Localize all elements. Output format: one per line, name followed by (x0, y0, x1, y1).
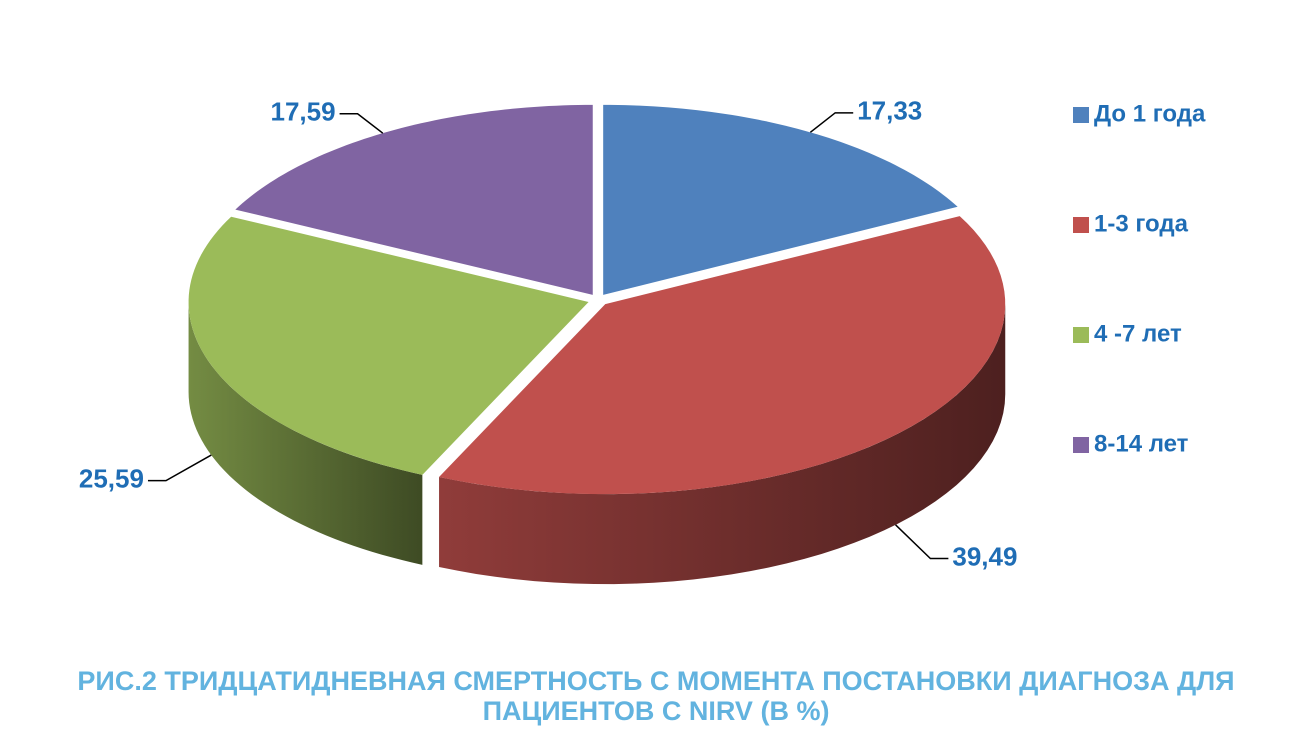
chart: 17,33 39,49 25,59 17,59 До 1 года 1-3 года 4 -… (79, 96, 1206, 585)
chart-title: РИС.2 ТРИДЦАТИДНЕВНАЯ СМЕРТНОСТЬ С МОМЕН… (77, 666, 1235, 726)
legend-swatch (1073, 437, 1089, 453)
legend-swatch (1073, 327, 1089, 343)
leader-line (147, 454, 212, 482)
legend-swatch (1073, 217, 1089, 233)
data-label: 17,33 (857, 96, 922, 126)
leader-line (809, 112, 854, 133)
slice-side (439, 304, 1006, 585)
data-label: 25,59 (79, 464, 144, 494)
slice (603, 104, 958, 295)
legend-swatch (1073, 107, 1089, 123)
legend-label: 1-3 года (1094, 210, 1189, 237)
data-label: 17,59 (271, 97, 336, 127)
data-label: 39,49 (952, 541, 1017, 571)
slice (188, 216, 589, 475)
leader-line (339, 113, 384, 134)
legend-label: 4 -7 лет (1094, 320, 1182, 347)
leader-line (895, 524, 949, 560)
legend-label: До 1 года (1094, 100, 1206, 127)
slice-side (188, 301, 423, 565)
slice (235, 104, 593, 295)
slice (439, 216, 1006, 495)
legend-label: 8-14 лет (1094, 430, 1189, 457)
